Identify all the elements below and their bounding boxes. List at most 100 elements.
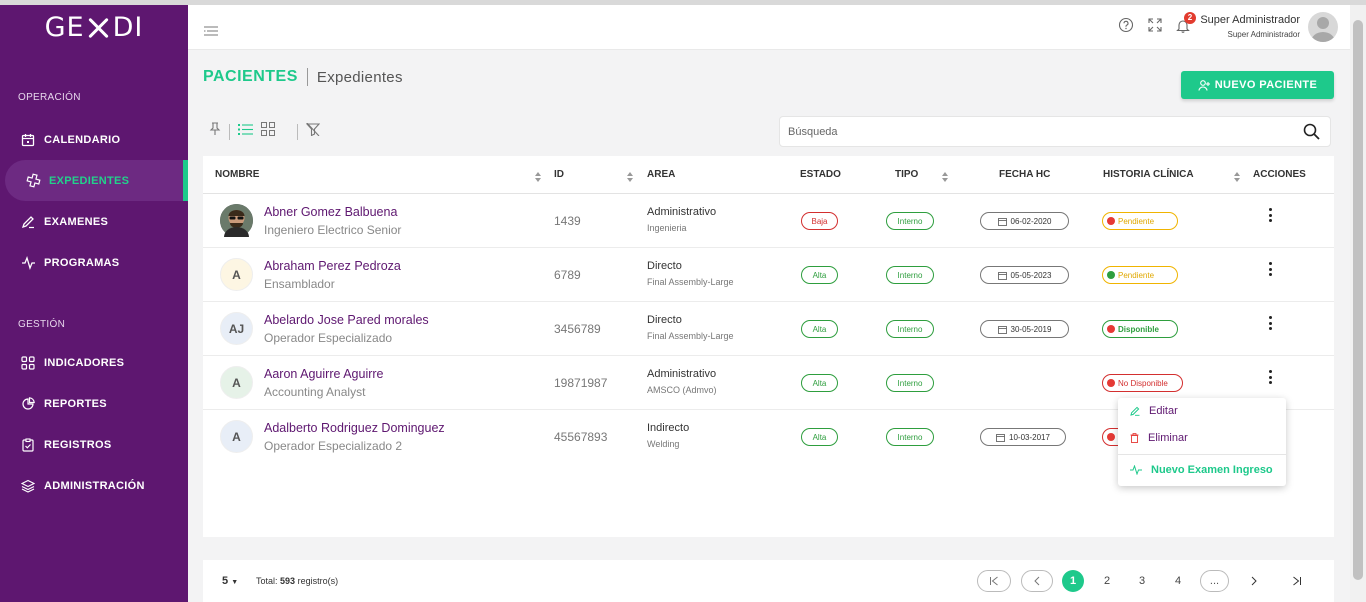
patient-name[interactable]: Abraham Perez Pedroza [264,259,401,273]
sidebar-item-label: REGISTROS [44,438,112,451]
help-icon[interactable] [1118,17,1134,38]
sidebar-item-registros[interactable]: REGISTROS [0,424,188,465]
historia-value: No Disponible [1118,378,1168,388]
last-page-icon [1293,576,1301,586]
page-size-select[interactable]: 5 ▼ [222,575,238,587]
table-header: NOMBRE ID AREA ESTADO TIPO FECHA HC HIST… [203,156,1334,194]
logo[interactable]: GE DI [0,5,188,50]
column-historia-clinica[interactable]: HISTORIA CLÍNICA [1103,169,1194,180]
sidebar-item-label: EXPEDIENTES [49,174,130,187]
page-size-value: 5 [222,575,229,587]
user-info[interactable]: Super Administrador Super Administrador [1200,14,1300,39]
fecha-value: 30-05-2019 [1010,324,1052,334]
more-pages-button[interactable]: ... [1200,570,1229,592]
calendar-icon [997,325,1007,334]
medical-cross-icon [25,173,41,189]
toolbar-divider [229,123,230,140]
column-area[interactable]: AREA [647,169,676,180]
patient-name[interactable]: Abner Gomez Balbuena [264,205,398,219]
row-actions-icon[interactable] [1267,208,1273,225]
fullscreen-icon[interactable] [1148,18,1162,37]
section-title-operacion: OPERACIÓN [18,92,81,103]
last-page-button[interactable] [1286,570,1308,592]
fecha-badge: 05-05-2023 [980,266,1069,284]
sidebar-item-indicadores[interactable]: INDICADORES [0,342,188,383]
sidebar-item-programas[interactable]: PROGRAMAS [0,242,188,283]
estado-badge: Alta [801,428,838,446]
sort-icon[interactable] [627,169,633,187]
patient-avatar: A [220,420,253,453]
status-dot [1107,325,1115,333]
fecha-value: 06-02-2020 [1010,216,1052,226]
prev-page-button[interactable] [1021,570,1053,592]
column-estado[interactable]: ESTADO [800,169,841,180]
grid-view-icon[interactable] [261,122,275,141]
estado-badge: Alta [801,320,838,338]
patient-area: Directo [647,260,682,272]
sidebar-item-label: REPORTES [44,397,107,410]
patient-name[interactable]: Aaron Aguirre Aguirre [264,367,384,381]
patient-name[interactable]: Adalberto Rodriguez Dominguez [264,421,445,435]
sort-icon[interactable] [942,169,948,187]
search-icon[interactable] [1303,123,1320,145]
calendar-icon [997,271,1007,280]
calendar-icon [20,132,36,148]
column-tipo[interactable]: TIPO [895,169,919,180]
page-3[interactable]: 3 [1138,575,1146,587]
row-actions-icon[interactable] [1267,370,1273,387]
column-nombre[interactable]: NOMBRE [215,169,260,180]
list-view-icon[interactable] [238,123,253,141]
menu-item-new-exam[interactable]: Nuevo Examen Ingreso [1130,464,1273,476]
patient-avatar: A [220,258,253,291]
status-dot [1107,379,1115,387]
sidebar-item-examenes[interactable]: EXAMENES [0,201,188,242]
clear-filter-icon[interactable] [305,122,321,141]
top-icons: 2 [1118,11,1196,38]
sort-icon[interactable] [535,169,541,187]
menu-toggle-icon[interactable] [204,23,218,41]
first-page-button[interactable] [977,570,1011,592]
logo-text-left: GE [44,12,85,43]
sort-icon[interactable] [1234,169,1240,187]
fecha-value: 05-05-2023 [1010,270,1052,280]
fecha-badge: 10-03-2017 [980,428,1066,446]
table-row[interactable]: Abner Gomez Balbuena Ingeniero Electrico… [203,194,1334,248]
sidebar-item-reportes[interactable]: REPORTES [0,383,188,424]
user-avatar[interactable] [1308,12,1338,42]
pin-icon[interactable] [209,122,221,141]
page-title-main: PACIENTES [203,68,298,85]
sidebar-item-label: EXAMENES [44,215,109,228]
clipboard-icon [20,437,36,453]
patient-role: Accounting Analyst [264,385,366,399]
next-page-button[interactable] [1243,570,1265,592]
column-id[interactable]: ID [554,169,564,180]
table-row[interactable]: A Abraham Perez Pedroza Ensamblador 6789… [203,248,1334,302]
search-input[interactable] [780,117,1280,146]
scrollbar-thumb[interactable] [1353,20,1363,580]
row-actions-icon[interactable] [1267,262,1273,279]
page-1[interactable]: 1 [1062,570,1084,592]
page-4[interactable]: 4 [1174,575,1182,587]
page-scrollbar[interactable] [1350,5,1366,602]
sidebar-item-calendario[interactable]: CALENDARIO [0,119,188,160]
page-2[interactable]: 2 [1103,575,1111,587]
patient-name[interactable]: Abelardo Jose Pared morales [264,313,429,327]
calendar-icon [997,217,1007,226]
column-fecha-hc[interactable]: FECHA HC [999,169,1051,180]
patient-avatar: AJ [220,312,253,345]
new-patient-button[interactable]: NUEVO PACIENTE [1181,71,1334,99]
sidebar-item-administracion[interactable]: ADMINISTRACIÓN [0,465,188,506]
notifications-button[interactable]: 2 [1176,11,1196,38]
menu-item-delete[interactable]: Eliminar [1130,432,1188,444]
historia-badge: Disponible [1102,320,1178,338]
row-actions-icon[interactable] [1267,316,1273,333]
table-row[interactable]: AJ Abelardo Jose Pared morales Operador … [203,302,1334,356]
layers-icon [20,478,36,494]
menu-item-label: Editar [1149,405,1178,417]
sidebar-item-expedientes[interactable]: EXPEDIENTES [5,160,188,201]
top-bar: 2 Super Administrador Super Administrado… [188,5,1350,50]
historia-badge: No Disponible [1102,374,1183,392]
table-row[interactable]: A Aaron Aguirre Aguirre Accounting Analy… [203,356,1334,410]
window-top-border [0,0,1366,5]
menu-item-edit[interactable]: Editar [1130,405,1178,417]
